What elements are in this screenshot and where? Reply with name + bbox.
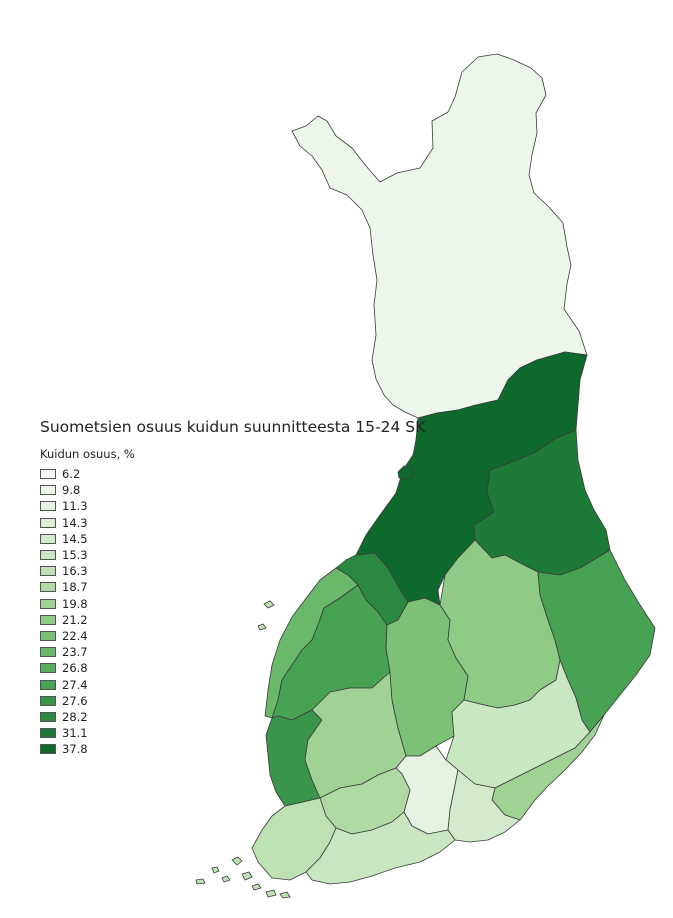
legend-label: 28.2	[62, 709, 88, 724]
region-pohjois-pohjanmaa-island	[397, 465, 415, 480]
legend-label: 19.8	[62, 596, 88, 611]
legend-item: 11.3	[40, 498, 135, 514]
legend-swatch	[40, 550, 56, 561]
legend-item: 19.8	[40, 596, 135, 612]
legend-swatch	[40, 711, 56, 722]
legend-label: 15.3	[62, 548, 88, 563]
legend: Kuidun osuus, % 6.2 9.8 11.3 14.3 14.5 15.3 16…	[40, 447, 135, 757]
legend-label: 6.2	[62, 467, 81, 482]
legend-swatch	[40, 679, 56, 690]
legend-item: 21.2	[40, 612, 135, 628]
legend-swatch	[40, 566, 56, 577]
legend-label: 26.8	[62, 661, 88, 676]
legend-item: 22.4	[40, 628, 135, 644]
legend-item: 14.5	[40, 531, 135, 547]
legend-item: 15.3	[40, 547, 135, 563]
legend-label: 27.4	[62, 677, 88, 692]
legend-title: Kuidun osuus, %	[40, 447, 135, 461]
legend-item: 27.6	[40, 693, 135, 709]
legend-item: 31.1	[40, 725, 135, 741]
legend-item: 26.8	[40, 660, 135, 676]
legend-swatch	[40, 744, 56, 755]
legend-label: 16.3	[62, 564, 88, 579]
legend-label: 27.6	[62, 693, 88, 708]
region-pohjois-karjala[interactable]	[537, 549, 656, 733]
region-lappi[interactable]	[291, 53, 588, 419]
legend-label: 18.7	[62, 580, 88, 595]
region-kymenlaakso[interactable]	[447, 769, 521, 843]
legend-item: 23.7	[40, 644, 135, 660]
legend-label: 31.1	[62, 726, 88, 741]
legend-label: 23.7	[62, 645, 88, 660]
region-uusimaa[interactable]	[305, 811, 456, 885]
legend-swatch	[40, 695, 56, 706]
legend-swatch	[40, 663, 56, 674]
legend-item: 6.2	[40, 466, 135, 482]
legend-swatch	[40, 728, 56, 739]
legend-label: 21.2	[62, 612, 88, 627]
legend-rows: 6.2 9.8 11.3 14.3 14.5 15.3 16.3 18.7 19.8 21.2 22…	[40, 466, 135, 757]
legend-item: 28.2	[40, 709, 135, 725]
legend-swatch	[40, 647, 56, 658]
legend-item: 16.3	[40, 563, 135, 579]
legend-label: 22.4	[62, 628, 88, 643]
legend-item: 14.3	[40, 515, 135, 531]
legend-label: 9.8	[62, 483, 81, 498]
legend-swatch	[40, 614, 56, 625]
legend-item: 27.4	[40, 676, 135, 692]
legend-swatch	[40, 469, 56, 480]
map-title: Suometsien osuus kuidun suunnitteesta 15…	[40, 418, 426, 436]
legend-swatch	[40, 485, 56, 496]
legend-label: 14.3	[62, 515, 88, 530]
legend-swatch	[40, 533, 56, 544]
legend-label: 37.8	[62, 742, 88, 757]
legend-swatch	[40, 630, 56, 641]
legend-label: 11.3	[62, 499, 88, 514]
legend-swatch	[40, 598, 56, 609]
legend-item: 18.7	[40, 579, 135, 595]
legend-swatch	[40, 517, 56, 528]
legend-item: 9.8	[40, 482, 135, 498]
legend-item: 37.8	[40, 741, 135, 757]
archipelago-islands	[195, 600, 291, 899]
legend-label: 14.5	[62, 531, 88, 546]
legend-swatch	[40, 501, 56, 512]
legend-swatch	[40, 582, 56, 593]
